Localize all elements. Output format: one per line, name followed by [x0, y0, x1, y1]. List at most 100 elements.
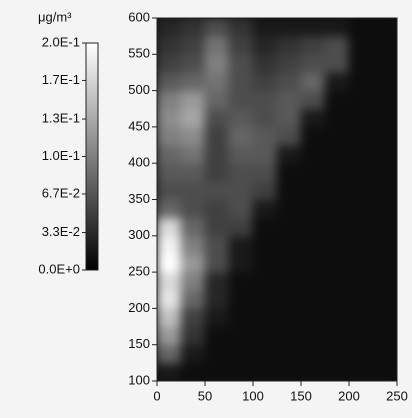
- heat-cell: [277, 308, 302, 327]
- heat-cell: [325, 18, 350, 37]
- heat-cell: [301, 290, 326, 309]
- heat-cell: [349, 217, 374, 236]
- heat-cell: [229, 326, 254, 345]
- heat-cell: [181, 54, 206, 73]
- heat-cell: [157, 253, 182, 272]
- heat-cell: [325, 126, 350, 145]
- colorbar-tick-label: 1.7E-1: [42, 72, 80, 87]
- heat-cell: [205, 272, 230, 291]
- heatmap: [157, 18, 398, 382]
- heat-cell: [229, 199, 254, 218]
- heat-cell: [373, 126, 398, 145]
- heat-cell: [277, 18, 302, 37]
- heat-cell: [349, 181, 374, 200]
- colorbar-tick-label: 6.7E-2: [42, 185, 80, 200]
- heat-cell: [253, 253, 278, 272]
- heat-cell: [157, 72, 182, 91]
- heat-cell: [277, 72, 302, 91]
- heat-cell: [325, 290, 350, 309]
- heat-cell: [253, 18, 278, 37]
- heat-cell: [181, 290, 206, 309]
- heat-cell: [157, 36, 182, 55]
- heat-cell: [181, 72, 206, 91]
- heat-cell: [229, 362, 254, 381]
- heat-cell: [301, 126, 326, 145]
- heat-cell: [349, 36, 374, 55]
- heat-cell: [253, 163, 278, 182]
- heat-cell: [277, 199, 302, 218]
- heat-cell: [349, 18, 374, 37]
- heat-cell: [301, 253, 326, 272]
- heat-cell: [253, 126, 278, 145]
- heat-cell: [205, 36, 230, 55]
- heat-cell: [253, 54, 278, 73]
- heat-cell: [229, 217, 254, 236]
- heat-cell: [229, 18, 254, 37]
- heat-cell: [181, 18, 206, 37]
- heat-cell: [253, 181, 278, 200]
- heat-cell: [205, 72, 230, 91]
- heat-cell: [325, 90, 350, 109]
- heat-cell: [157, 290, 182, 309]
- heat-cell: [373, 18, 398, 37]
- colorbar-tick-label: 2.0E-1: [42, 34, 80, 49]
- heat-cell: [229, 253, 254, 272]
- colorbar-tick-label: 0.0E+0: [38, 261, 80, 276]
- heat-cell: [373, 72, 398, 91]
- colorbar-label: μg/m³: [38, 9, 72, 24]
- heat-cell: [181, 253, 206, 272]
- heat-cell: [181, 108, 206, 127]
- heat-cell: [157, 326, 182, 345]
- heat-cell: [205, 362, 230, 381]
- heat-cell: [349, 253, 374, 272]
- colorbar-tick-label: 1.3E-1: [42, 110, 80, 125]
- heat-cell: [253, 362, 278, 381]
- heat-cell: [229, 290, 254, 309]
- heat-cell: [349, 90, 374, 109]
- y-tick-label: 400: [128, 155, 150, 170]
- heat-cell: [349, 145, 374, 164]
- heat-cell: [301, 145, 326, 164]
- heat-cell: [157, 217, 182, 236]
- heat-cell: [253, 235, 278, 254]
- heat-cell: [301, 18, 326, 37]
- heat-cell: [349, 344, 374, 363]
- heat-cell: [157, 235, 182, 254]
- heat-cell: [349, 72, 374, 91]
- y-tick-label: 350: [128, 191, 150, 206]
- heat-cell: [229, 163, 254, 182]
- heat-cell: [325, 145, 350, 164]
- heat-cell: [301, 108, 326, 127]
- heat-cell: [157, 145, 182, 164]
- heat-cell: [301, 181, 326, 200]
- heat-cell: [277, 145, 302, 164]
- heat-cell: [277, 36, 302, 55]
- heat-cell: [229, 108, 254, 127]
- heat-cell: [301, 54, 326, 73]
- heat-cell: [157, 181, 182, 200]
- heat-cell: [157, 163, 182, 182]
- heat-cell: [349, 308, 374, 327]
- heat-cell: [205, 145, 230, 164]
- heat-cell: [325, 54, 350, 73]
- heat-cell: [253, 36, 278, 55]
- heat-cell: [277, 163, 302, 182]
- heat-cell: [205, 54, 230, 73]
- y-tick-label: 250: [128, 264, 150, 279]
- heat-cell: [277, 181, 302, 200]
- y-tick-label: 450: [128, 118, 150, 133]
- heat-cell: [181, 199, 206, 218]
- heat-cell: [205, 326, 230, 345]
- y-tick-label: 300: [128, 227, 150, 242]
- heat-cell: [205, 253, 230, 272]
- heat-cell: [253, 326, 278, 345]
- heat-cell: [349, 199, 374, 218]
- heat-cell: [157, 308, 182, 327]
- heat-cell: [325, 181, 350, 200]
- y-tick-label: 150: [128, 336, 150, 351]
- y-tick-label: 500: [128, 82, 150, 97]
- heat-cell: [373, 199, 398, 218]
- heat-cell: [253, 72, 278, 91]
- heat-cell: [349, 235, 374, 254]
- heat-cell: [181, 217, 206, 236]
